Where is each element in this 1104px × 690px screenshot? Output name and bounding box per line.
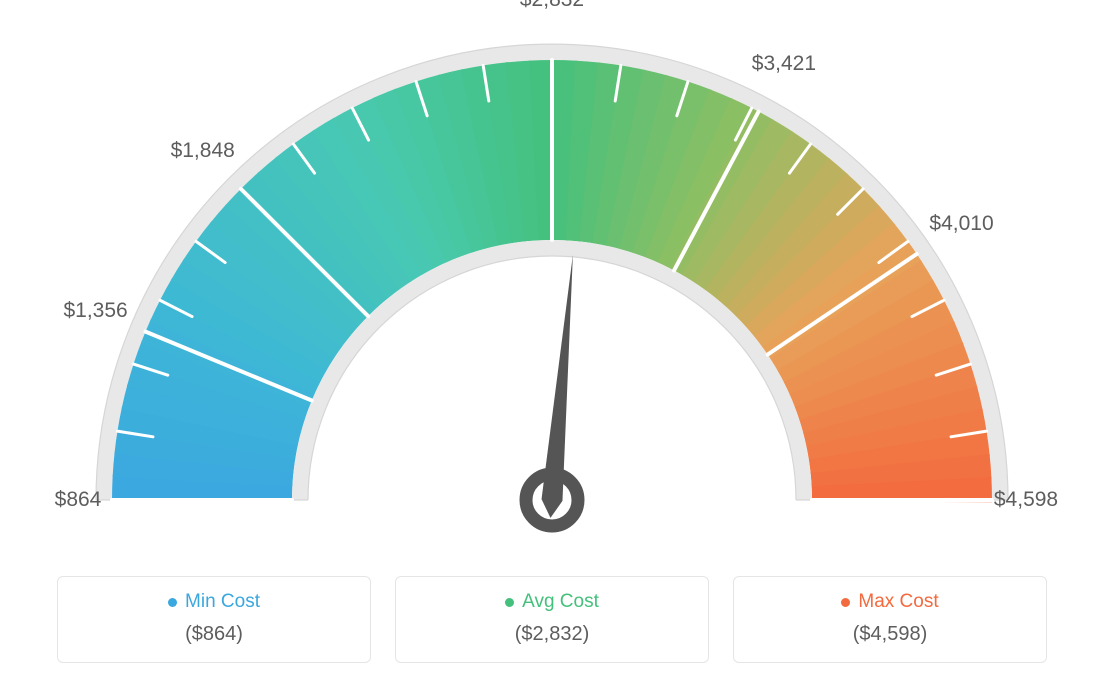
legend-card-min: Min Cost ($864) — [57, 576, 371, 663]
gauge-tick-label: $2,832 — [520, 0, 584, 12]
legend-value-avg: ($2,832) — [396, 623, 708, 646]
legend: Min Cost ($864) Avg Cost ($2,832) Max Co… — [0, 576, 1104, 663]
legend-value-max: ($4,598) — [734, 623, 1046, 646]
legend-label-avg: Avg Cost — [522, 591, 599, 613]
legend-label-min: Min Cost — [185, 591, 260, 613]
gauge-svg — [0, 0, 1104, 560]
cost-gauge-chart: $864 $1,356 $1,848 $2,832 $3,421 $4,010 $4,598… — [0, 0, 1104, 690]
gauge-tick-label: $3,421 — [752, 52, 816, 76]
legend-dot-avg — [505, 598, 514, 607]
legend-dot-min — [168, 598, 177, 607]
legend-card-avg: Avg Cost ($2,832) — [395, 576, 709, 663]
legend-label-max: Max Cost — [858, 591, 938, 613]
gauge-tick-label: $1,356 — [63, 299, 127, 323]
gauge-tick-label: $4,010 — [929, 212, 993, 236]
legend-value-min: ($864) — [58, 623, 370, 646]
legend-card-max: Max Cost ($4,598) — [733, 576, 1047, 663]
gauge-tick-label: $4,598 — [994, 488, 1058, 512]
gauge-tick-label: $864 — [55, 488, 102, 512]
gauge-tick-label: $1,848 — [171, 139, 235, 163]
legend-dot-max — [841, 598, 850, 607]
